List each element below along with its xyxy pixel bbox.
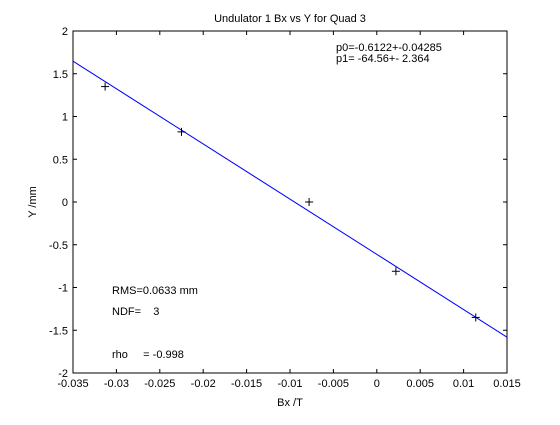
y-tick-label: 0 bbox=[62, 197, 68, 209]
fit-line-group bbox=[72, 60, 508, 338]
x-tick-label: 0.01 bbox=[453, 378, 474, 390]
x-ticks: -0.035 -0.03 -0.025 -0.02 -0.015 -0.01 -0.005 0… bbox=[57, 31, 521, 390]
x-tick-label: -0.01 bbox=[277, 378, 302, 390]
x-tick-label: -0.035 bbox=[57, 378, 88, 390]
y-tick-label: 1.5 bbox=[53, 69, 68, 81]
x-tick-label: -0.025 bbox=[144, 378, 175, 390]
annotation-p0: p0=-0.6122+-0.04285 bbox=[336, 42, 442, 54]
annotation-p1: p1= -64.56+- 2.364 bbox=[336, 53, 430, 65]
data-point bbox=[101, 82, 110, 91]
y-ticks: -2 -1.5 -1 -0.5 0 0.5 1 1.5 2 bbox=[49, 26, 507, 380]
x-tick-label: 0.015 bbox=[493, 378, 521, 390]
x-axis-label: Bx /T bbox=[277, 397, 303, 409]
data-point bbox=[305, 198, 314, 206]
y-tick-label: 2 bbox=[62, 26, 68, 38]
y-tick-label: -1.5 bbox=[49, 325, 68, 337]
y-axis-label: Y /mm bbox=[27, 186, 39, 218]
data-point bbox=[471, 313, 480, 322]
x-tick-label: 0.005 bbox=[406, 378, 434, 390]
data-points bbox=[101, 82, 480, 322]
chart-title: Undulator 1 Bx vs Y for Quad 3 bbox=[214, 13, 366, 25]
x-tick-label: -0.015 bbox=[231, 378, 262, 390]
x-tick-label: -0.03 bbox=[104, 378, 129, 390]
x-tick-label: -0.005 bbox=[318, 378, 349, 390]
data-point bbox=[177, 127, 186, 136]
y-tick-label: 0.5 bbox=[53, 154, 68, 166]
annotation-rms: RMS=0.0633 mm bbox=[112, 285, 198, 297]
x-tick-label: 0 bbox=[374, 378, 380, 390]
y-tick-label: -1 bbox=[58, 283, 68, 295]
annotation-ndf: NDF= 3 bbox=[112, 306, 159, 318]
fit-line bbox=[72, 60, 508, 338]
y-tick-label: -0.5 bbox=[49, 240, 68, 252]
y-tick-label: 1 bbox=[62, 112, 68, 124]
x-tick-label: -0.02 bbox=[191, 378, 216, 390]
data-point bbox=[391, 267, 400, 276]
y-tick-label: -2 bbox=[58, 368, 68, 380]
annotation-rho: rho = -0.998 bbox=[112, 349, 184, 361]
plot-area bbox=[72, 30, 508, 374]
